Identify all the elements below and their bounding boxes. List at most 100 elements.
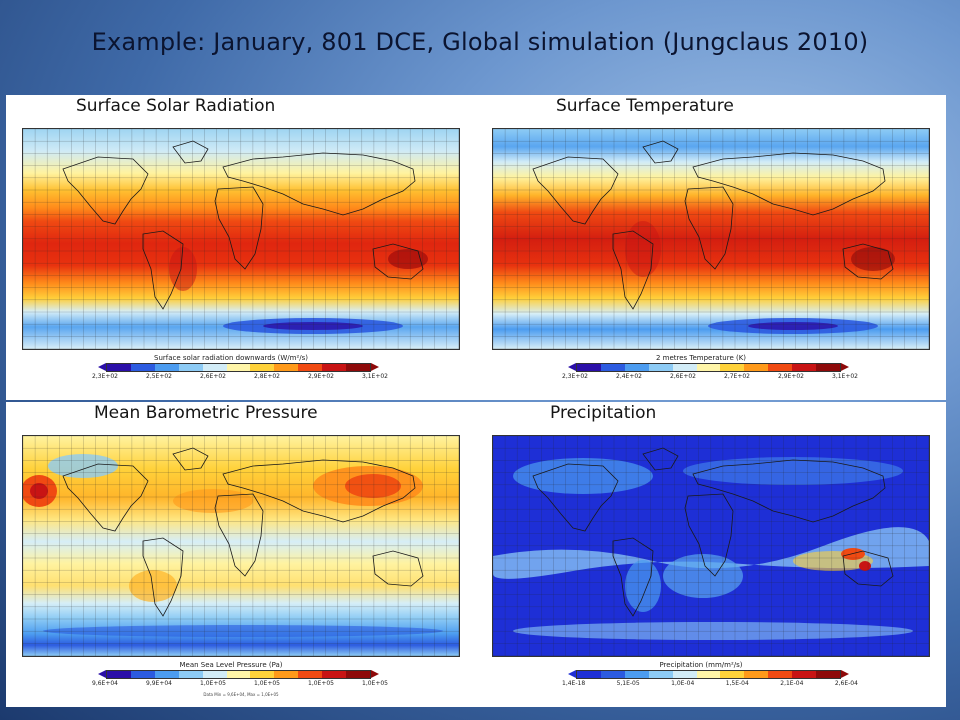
colorbar-high-arrow <box>841 670 849 678</box>
colorbar-swatch <box>744 364 769 371</box>
colorbar-tick: 2,3E+02 <box>562 373 588 380</box>
colorbar-swatch <box>346 671 370 678</box>
colorbar-ticks: 2,3E+02 2,5E+02 2,6E+02 2,8E+02 2,9E+02 … <box>92 373 388 380</box>
colorbar-swatch <box>696 671 721 678</box>
colorbar <box>576 363 841 372</box>
colorbar-swatch <box>792 364 817 371</box>
colorbar-low-arrow <box>568 670 576 678</box>
colorbar-tick: 2,5E+02 <box>146 373 172 380</box>
panel-precipitation: Precipitation Precipitation (mm/m²/s) 1,… <box>476 402 946 707</box>
colorbar-swatch <box>298 671 323 678</box>
colorbar-title: Precipitation (mm/m²/s) <box>659 661 743 669</box>
colorbar-tick: 3,1E+02 <box>832 373 858 380</box>
colorbar-swatch <box>577 364 601 371</box>
colorbar <box>576 670 841 679</box>
colorbar-title: 2 metres Temperature (K) <box>655 354 747 362</box>
colorbar-swatch <box>768 671 793 678</box>
colorbar-swatch <box>744 671 769 678</box>
panel-title: Mean Barometric Pressure <box>94 403 318 423</box>
colorbar-high-arrow <box>841 363 849 371</box>
colorbar-swatch <box>696 364 721 371</box>
colorbar-swatch <box>274 364 299 371</box>
colorbar-swatch <box>720 671 745 678</box>
colorbar-tick: 2,9E+02 <box>308 373 334 380</box>
colorbar-low-arrow <box>98 670 106 678</box>
panel-title: Surface Temperature <box>556 96 734 116</box>
colorbar-swatch <box>154 364 179 371</box>
colorbar-tick: 1,4E-18 <box>562 680 586 687</box>
panel-surface-temperature: Surface Temperature <box>476 95 946 400</box>
colorbar-swatch <box>107 671 131 678</box>
colorbar-tick: 2,6E-04 <box>834 680 858 687</box>
colorbar-tick: 5,1E-05 <box>616 680 640 687</box>
colorbar-tick: 2,6E+02 <box>200 373 226 380</box>
colorbar-swatch <box>768 364 793 371</box>
colorbar-swatch <box>226 671 251 678</box>
precipitation-map <box>492 435 930 657</box>
colorbar-swatch <box>178 364 203 371</box>
colorbar-swatch <box>130 671 155 678</box>
colorbar-high-arrow <box>371 363 379 371</box>
colorbar-ticks: 9,6E+04 9,9E+04 1,0E+05 1,0E+05 1,0E+05 … <box>92 680 388 687</box>
colorbar-tick: 1,0E+05 <box>308 680 334 687</box>
colorbar-swatch <box>816 671 840 678</box>
colorbar <box>106 670 371 679</box>
colorbar-tick: 2,6E+02 <box>670 373 696 380</box>
coastlines <box>532 140 894 310</box>
colorbar-tick: 1,0E+05 <box>254 680 280 687</box>
colorbar-swatch <box>720 364 745 371</box>
colorbar-swatch <box>322 364 347 371</box>
colorbar-swatch <box>624 364 649 371</box>
colorbar-swatch <box>178 671 203 678</box>
colorbar-tick: 3,1E+02 <box>362 373 388 380</box>
colorbar-swatch <box>672 364 697 371</box>
colorbar-swatch <box>577 671 601 678</box>
colorbar-tick: 2,3E+02 <box>92 373 118 380</box>
slide-title: Example: January, 801 DCE, Global simula… <box>91 28 869 56</box>
colorbar-swatch <box>648 364 673 371</box>
colorbar-tick: 2,8E+02 <box>254 373 280 380</box>
colorbar-swatch <box>322 671 347 678</box>
colorbar-low-arrow <box>98 363 106 371</box>
colorbar-tick: 1,5E-04 <box>725 680 749 687</box>
colorbar-low-arrow <box>568 363 576 371</box>
panel-title: Precipitation <box>550 403 657 423</box>
coastlines <box>62 447 424 617</box>
colorbar-tick: 2,1E-04 <box>780 680 804 687</box>
colorbar-tick: 2,4E+02 <box>616 373 642 380</box>
colorbar-swatch <box>250 671 275 678</box>
pressure-map <box>22 435 460 657</box>
colorbar-swatch <box>130 364 155 371</box>
solar-radiation-map <box>22 128 460 350</box>
colorbar-swatch <box>624 671 649 678</box>
colorbar-swatch <box>600 671 625 678</box>
colorbar-ticks: 2,3E+02 2,4E+02 2,6E+02 2,7E+02 2,9E+02 … <box>562 373 858 380</box>
colorbar-swatch <box>226 364 251 371</box>
panel-title: Surface Solar Radiation <box>76 96 276 116</box>
colorbar-tick: 9,9E+04 <box>146 680 172 687</box>
colorbar-swatch <box>816 364 840 371</box>
colorbar-ticks: 1,4E-18 5,1E-05 1,0E-04 1,5E-04 2,1E-04 … <box>562 680 858 687</box>
colorbar-swatch <box>202 671 227 678</box>
colorbar-swatch <box>274 671 299 678</box>
panel-surface-solar-radiation: Surface Solar Radiation <box>6 95 476 400</box>
panel-mean-barometric-pressure: Mean Barometric Pressure <box>6 402 476 707</box>
map-grid <box>493 436 929 656</box>
colorbar-tick: 1,0E+05 <box>200 680 226 687</box>
colorbar-swatch <box>346 364 370 371</box>
colorbar-tick: 9,6E+04 <box>92 680 118 687</box>
colorbar-title: Mean Sea Level Pressure (Pa) <box>179 661 283 669</box>
colorbar-swatch <box>600 364 625 371</box>
map-grid <box>493 129 929 349</box>
map-grid <box>23 436 459 656</box>
colorbar <box>106 363 371 372</box>
data-range-note: Data Min = 9,6E+04, Max = 1,0E+05 <box>203 692 279 697</box>
colorbar-swatch <box>648 671 673 678</box>
temperature-map <box>492 128 930 350</box>
colorbar-swatch <box>298 364 323 371</box>
colorbar-tick: 1,0E-04 <box>671 680 695 687</box>
colorbar-swatch <box>202 364 227 371</box>
colorbar-swatch <box>672 671 697 678</box>
colorbar-high-arrow <box>371 670 379 678</box>
colorbar-tick: 1,0E+05 <box>362 680 388 687</box>
